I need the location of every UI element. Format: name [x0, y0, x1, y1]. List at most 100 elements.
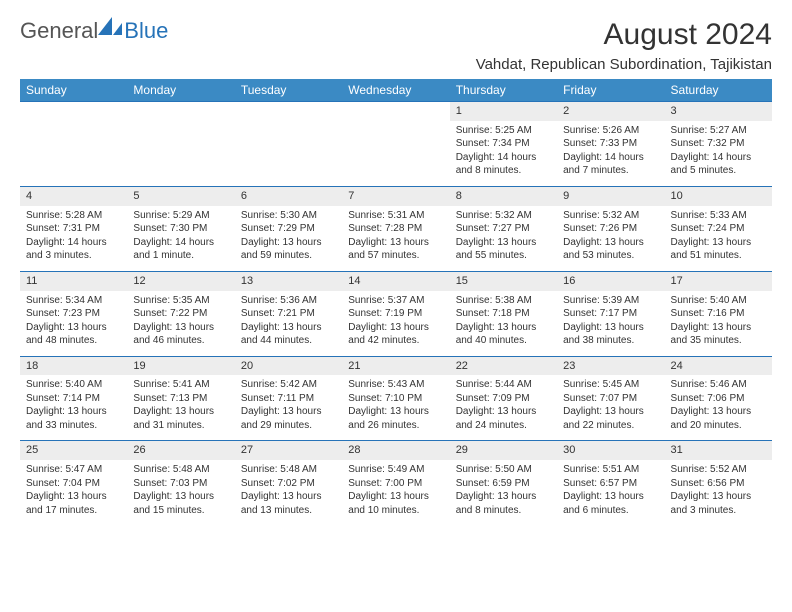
day-body: Sunrise: 5:44 AMSunset: 7:09 PMDaylight:…	[450, 375, 557, 440]
calendar-cell: 20Sunrise: 5:42 AMSunset: 7:11 PMDayligh…	[235, 356, 342, 441]
calendar-cell: 26Sunrise: 5:48 AMSunset: 7:03 PMDayligh…	[127, 441, 234, 525]
calendar-cell: 18Sunrise: 5:40 AMSunset: 7:14 PMDayligh…	[20, 356, 127, 441]
sunrise-text: Sunrise: 5:48 AM	[133, 463, 228, 477]
daylight-text: Daylight: 13 hours and 40 minutes.	[456, 321, 551, 348]
day-number: 13	[235, 272, 342, 291]
sunset-text: Sunset: 7:14 PM	[26, 392, 121, 406]
day-body: Sunrise: 5:26 AMSunset: 7:33 PMDaylight:…	[557, 121, 664, 186]
day-body: Sunrise: 5:48 AMSunset: 7:03 PMDaylight:…	[127, 460, 234, 525]
sunset-text: Sunset: 7:19 PM	[348, 307, 443, 321]
daylight-text: Daylight: 13 hours and 57 minutes.	[348, 236, 443, 263]
sunset-text: Sunset: 7:27 PM	[456, 222, 551, 236]
sunrise-text: Sunrise: 5:39 AM	[563, 294, 658, 308]
sunrise-text: Sunrise: 5:41 AM	[133, 378, 228, 392]
day-number: 29	[450, 441, 557, 460]
sunrise-text: Sunrise: 5:51 AM	[563, 463, 658, 477]
day-body: Sunrise: 5:46 AMSunset: 7:06 PMDaylight:…	[665, 375, 772, 440]
sunset-text: Sunset: 6:56 PM	[671, 477, 766, 491]
day-number: 17	[665, 272, 772, 291]
calendar-cell: 16Sunrise: 5:39 AMSunset: 7:17 PMDayligh…	[557, 271, 664, 356]
sunrise-text: Sunrise: 5:32 AM	[563, 209, 658, 223]
col-monday: Monday	[127, 79, 234, 102]
day-body: Sunrise: 5:51 AMSunset: 6:57 PMDaylight:…	[557, 460, 664, 525]
sunset-text: Sunset: 7:29 PM	[241, 222, 336, 236]
calendar-cell: 29Sunrise: 5:50 AMSunset: 6:59 PMDayligh…	[450, 441, 557, 525]
sunset-text: Sunset: 7:34 PM	[456, 137, 551, 151]
calendar-row: 18Sunrise: 5:40 AMSunset: 7:14 PMDayligh…	[20, 356, 772, 441]
calendar-header-row: Sunday Monday Tuesday Wednesday Thursday…	[20, 79, 772, 102]
day-body: Sunrise: 5:45 AMSunset: 7:07 PMDaylight:…	[557, 375, 664, 440]
sunset-text: Sunset: 7:03 PM	[133, 477, 228, 491]
day-body: Sunrise: 5:41 AMSunset: 7:13 PMDaylight:…	[127, 375, 234, 440]
day-number: 23	[557, 357, 664, 376]
sunrise-text: Sunrise: 5:52 AM	[671, 463, 766, 477]
sunrise-text: Sunrise: 5:34 AM	[26, 294, 121, 308]
daylight-text: Daylight: 13 hours and 59 minutes.	[241, 236, 336, 263]
day-number: 12	[127, 272, 234, 291]
sunset-text: Sunset: 7:09 PM	[456, 392, 551, 406]
day-body: Sunrise: 5:30 AMSunset: 7:29 PMDaylight:…	[235, 206, 342, 271]
sunset-text: Sunset: 7:07 PM	[563, 392, 658, 406]
calendar-cell: .	[342, 102, 449, 187]
sunrise-text: Sunrise: 5:40 AM	[671, 294, 766, 308]
sunset-text: Sunset: 7:17 PM	[563, 307, 658, 321]
calendar-row: 25Sunrise: 5:47 AMSunset: 7:04 PMDayligh…	[20, 441, 772, 525]
calendar-cell: .	[20, 102, 127, 187]
day-body: Sunrise: 5:42 AMSunset: 7:11 PMDaylight:…	[235, 375, 342, 440]
day-number: 11	[20, 272, 127, 291]
sunrise-text: Sunrise: 5:33 AM	[671, 209, 766, 223]
day-body: Sunrise: 5:39 AMSunset: 7:17 PMDaylight:…	[557, 291, 664, 356]
daylight-text: Daylight: 13 hours and 55 minutes.	[456, 236, 551, 263]
day-number: 8	[450, 187, 557, 206]
sunset-text: Sunset: 7:32 PM	[671, 137, 766, 151]
daylight-text: Daylight: 14 hours and 1 minute.	[133, 236, 228, 263]
calendar-cell: 12Sunrise: 5:35 AMSunset: 7:22 PMDayligh…	[127, 271, 234, 356]
day-number: 5	[127, 187, 234, 206]
calendar-cell: 27Sunrise: 5:48 AMSunset: 7:02 PMDayligh…	[235, 441, 342, 525]
calendar-cell: 4Sunrise: 5:28 AMSunset: 7:31 PMDaylight…	[20, 186, 127, 271]
daylight-text: Daylight: 13 hours and 26 minutes.	[348, 405, 443, 432]
day-number: 24	[665, 357, 772, 376]
day-number: 25	[20, 441, 127, 460]
day-body: Sunrise: 5:36 AMSunset: 7:21 PMDaylight:…	[235, 291, 342, 356]
col-tuesday: Tuesday	[235, 79, 342, 102]
sunrise-text: Sunrise: 5:49 AM	[348, 463, 443, 477]
calendar-cell: 30Sunrise: 5:51 AMSunset: 6:57 PMDayligh…	[557, 441, 664, 525]
daylight-text: Daylight: 13 hours and 29 minutes.	[241, 405, 336, 432]
calendar-row: ....1Sunrise: 5:25 AMSunset: 7:34 PMDayl…	[20, 102, 772, 187]
daylight-text: Daylight: 13 hours and 8 minutes.	[456, 490, 551, 517]
sunrise-text: Sunrise: 5:25 AM	[456, 124, 551, 138]
calendar-cell: 7Sunrise: 5:31 AMSunset: 7:28 PMDaylight…	[342, 186, 449, 271]
calendar-cell: .	[127, 102, 234, 187]
sunset-text: Sunset: 7:30 PM	[133, 222, 228, 236]
calendar-cell: 9Sunrise: 5:32 AMSunset: 7:26 PMDaylight…	[557, 186, 664, 271]
calendar-cell: 3Sunrise: 5:27 AMSunset: 7:32 PMDaylight…	[665, 102, 772, 187]
daylight-text: Daylight: 14 hours and 7 minutes.	[563, 151, 658, 178]
brand-text-2: Blue	[124, 18, 168, 44]
day-number: 18	[20, 357, 127, 376]
col-wednesday: Wednesday	[342, 79, 449, 102]
calendar-cell: 6Sunrise: 5:30 AMSunset: 7:29 PMDaylight…	[235, 186, 342, 271]
day-number: 21	[342, 357, 449, 376]
day-body: Sunrise: 5:28 AMSunset: 7:31 PMDaylight:…	[20, 206, 127, 271]
day-body: Sunrise: 5:35 AMSunset: 7:22 PMDaylight:…	[127, 291, 234, 356]
daylight-text: Daylight: 13 hours and 10 minutes.	[348, 490, 443, 517]
daylight-text: Daylight: 13 hours and 31 minutes.	[133, 405, 228, 432]
daylight-text: Daylight: 13 hours and 17 minutes.	[26, 490, 121, 517]
sunset-text: Sunset: 7:04 PM	[26, 477, 121, 491]
sunset-text: Sunset: 7:33 PM	[563, 137, 658, 151]
calendar-cell: 10Sunrise: 5:33 AMSunset: 7:24 PMDayligh…	[665, 186, 772, 271]
calendar-cell: 21Sunrise: 5:43 AMSunset: 7:10 PMDayligh…	[342, 356, 449, 441]
sunrise-text: Sunrise: 5:38 AM	[456, 294, 551, 308]
daylight-text: Daylight: 14 hours and 3 minutes.	[26, 236, 121, 263]
calendar-row: 4Sunrise: 5:28 AMSunset: 7:31 PMDaylight…	[20, 186, 772, 271]
day-number: 15	[450, 272, 557, 291]
sunrise-text: Sunrise: 5:43 AM	[348, 378, 443, 392]
calendar-cell: 11Sunrise: 5:34 AMSunset: 7:23 PMDayligh…	[20, 271, 127, 356]
title-block: August 2024 Vahdat, Republican Subordina…	[476, 18, 772, 73]
daylight-text: Daylight: 13 hours and 46 minutes.	[133, 321, 228, 348]
day-body: Sunrise: 5:32 AMSunset: 7:26 PMDaylight:…	[557, 206, 664, 271]
sunrise-text: Sunrise: 5:42 AM	[241, 378, 336, 392]
sunrise-text: Sunrise: 5:46 AM	[671, 378, 766, 392]
sunset-text: Sunset: 7:31 PM	[26, 222, 121, 236]
